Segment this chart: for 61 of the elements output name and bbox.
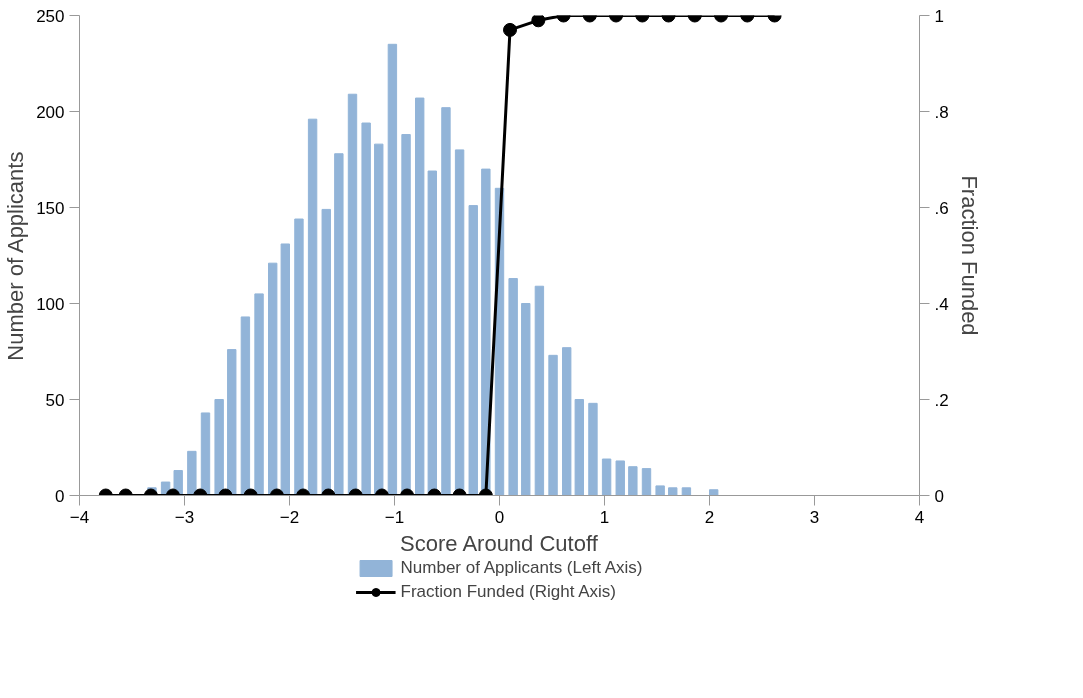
y-tick-label: 150 bbox=[36, 198, 65, 218]
bar bbox=[655, 485, 665, 496]
bar bbox=[268, 262, 278, 496]
bar bbox=[361, 122, 371, 496]
x-tick-label: 4 bbox=[914, 507, 925, 527]
bar bbox=[280, 243, 290, 496]
y2-axis-title: Fraction Funded bbox=[956, 175, 982, 336]
x-tick-label: −4 bbox=[69, 507, 90, 527]
x-tick-label: 0 bbox=[494, 507, 505, 527]
bar bbox=[668, 487, 678, 496]
bar bbox=[187, 450, 197, 496]
bar bbox=[574, 399, 584, 496]
y-axis-title: Number of Applicants bbox=[3, 151, 29, 361]
bar bbox=[415, 97, 425, 496]
bar bbox=[387, 43, 398, 496]
bar bbox=[709, 489, 719, 496]
bar bbox=[508, 278, 518, 496]
bar bbox=[641, 468, 652, 496]
bar bbox=[334, 153, 344, 496]
bar bbox=[254, 293, 264, 496]
bar bbox=[521, 303, 531, 496]
y-tick-label: 250 bbox=[36, 6, 65, 26]
x-tick-label: 2 bbox=[704, 507, 715, 527]
bar bbox=[214, 399, 224, 496]
bar bbox=[294, 218, 304, 496]
legend-label: Number of Applicants (Left Axis) bbox=[400, 558, 643, 578]
bar bbox=[534, 285, 545, 496]
x-tick-label: −2 bbox=[279, 507, 300, 527]
x-tick-label: 1 bbox=[599, 507, 610, 527]
bar bbox=[681, 487, 692, 496]
x-tick-label: −3 bbox=[174, 507, 195, 527]
bar bbox=[468, 205, 478, 496]
y-tick-label: 50 bbox=[45, 390, 65, 410]
bar bbox=[588, 402, 598, 496]
bar bbox=[374, 143, 384, 496]
y-tick-label: 200 bbox=[36, 102, 65, 122]
x-axis-title: Score Around Cutoff bbox=[400, 530, 599, 556]
bar bbox=[347, 93, 358, 496]
bar bbox=[240, 316, 251, 496]
bar bbox=[615, 460, 625, 496]
bar bbox=[227, 349, 237, 496]
y-tick-label: 100 bbox=[36, 294, 65, 314]
bar bbox=[321, 208, 331, 496]
bar bbox=[562, 347, 572, 496]
bar bbox=[601, 458, 612, 496]
y-tick-label: 0 bbox=[55, 486, 65, 506]
bar bbox=[441, 107, 451, 496]
legend-label: Fraction Funded (Right Axis) bbox=[400, 582, 616, 602]
y2-tick-label: .2 bbox=[934, 390, 949, 410]
bar bbox=[628, 466, 638, 496]
bar bbox=[548, 354, 558, 496]
y2-tick-label: .6 bbox=[934, 198, 949, 218]
bar bbox=[200, 412, 211, 496]
y2-tick-label: 1 bbox=[934, 6, 944, 26]
y2-tick-label: .4 bbox=[934, 294, 949, 314]
y2-tick-label: .8 bbox=[934, 102, 949, 122]
bar bbox=[307, 118, 318, 496]
x-tick-label: −1 bbox=[384, 507, 405, 527]
x-tick-label: 3 bbox=[809, 507, 820, 527]
y2-tick-label: 0 bbox=[934, 486, 944, 506]
bar bbox=[427, 170, 437, 496]
